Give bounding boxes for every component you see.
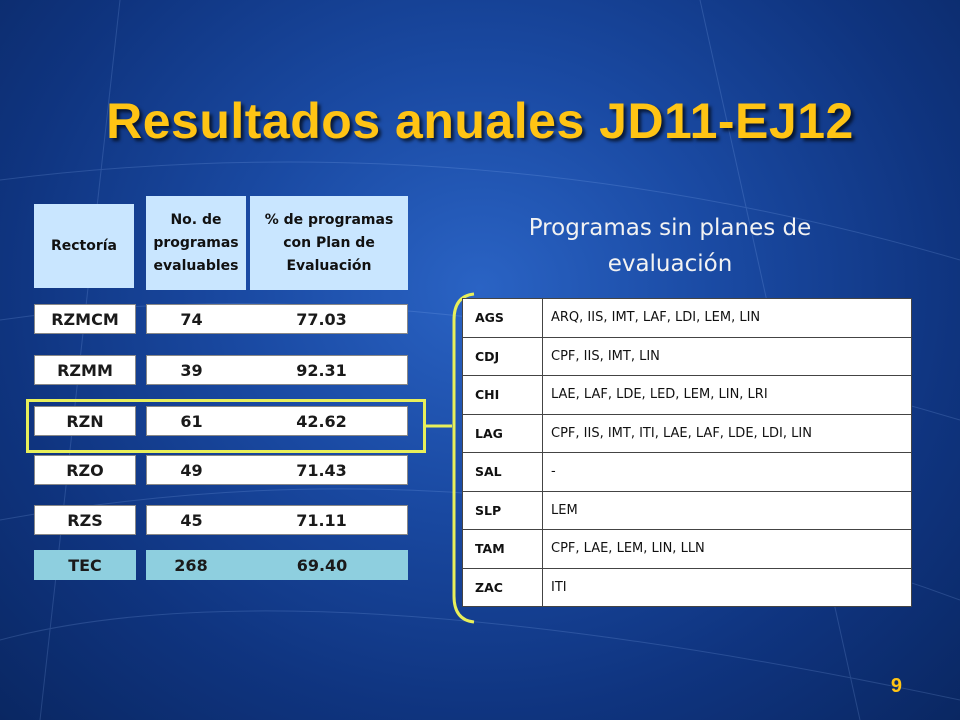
row-pct: 92.31 xyxy=(236,355,408,385)
campus-programs: CPF, IIS, IMT, ITI, LAE, LAF, LDE, LDI, … xyxy=(542,413,912,453)
row-name: RZN xyxy=(34,406,136,436)
header-rectoria: Rectoría xyxy=(34,204,134,288)
page-number: 9 xyxy=(890,675,902,697)
highlight-rectangle xyxy=(26,399,426,453)
table-row: SLP LEM xyxy=(462,490,912,530)
row-count: 49 xyxy=(146,455,236,485)
row-name: RZO xyxy=(34,455,136,485)
row-count: 39 xyxy=(146,355,236,385)
campus-code: CHI xyxy=(462,375,543,415)
campus-programs: LEM xyxy=(542,490,912,530)
table-row: LAG CPF, IIS, IMT, ITI, LAE, LAF, LDE, L… xyxy=(462,413,912,453)
header-porcentaje-label: % de programas con Plan de Evaluación xyxy=(264,211,394,274)
row-pct: 71.43 xyxy=(236,455,408,485)
campus-programs: ARQ, IIS, IMT, LAF, LDI, LEM, LIN xyxy=(542,298,912,338)
row-count: 74 xyxy=(146,304,236,334)
row-count: 61 xyxy=(146,406,236,436)
row-name: TEC xyxy=(34,550,136,580)
row-pct: 71.11 xyxy=(236,505,408,535)
campus-code: SLP xyxy=(462,490,543,530)
table-row: AGS ARQ, IIS, IMT, LAF, LDI, LEM, LIN xyxy=(462,298,912,338)
campus-programs: LAE, LAF, LDE, LED, LEM, LIN, LRI xyxy=(542,375,912,415)
campus-programs: - xyxy=(542,452,912,492)
programs-subtitle: Programas sin planes de evaluación xyxy=(528,215,812,277)
campus-programs: ITI xyxy=(542,567,912,607)
programs-table: AGS ARQ, IIS, IMT, LAF, LDI, LEM, LIN CD… xyxy=(462,298,912,607)
campus-code: TAM xyxy=(462,529,543,569)
campus-code: CDJ xyxy=(462,336,543,376)
campus-code: AGS xyxy=(462,298,543,338)
row-name: RZMM xyxy=(34,355,136,385)
header-porcentaje: % de programas con Plan de Evaluación xyxy=(250,196,408,290)
campus-programs: CPF, IIS, IMT, LIN xyxy=(542,336,912,376)
table-row: ZAC ITI xyxy=(462,567,912,607)
row-count: 45 xyxy=(146,505,236,535)
row-count: 268 xyxy=(146,550,236,580)
campus-code: SAL xyxy=(462,452,543,492)
campus-code: LAG xyxy=(462,413,543,453)
table-row: TAM CPF, LAE, LEM, LIN, LLN xyxy=(462,529,912,569)
row-pct: 77.03 xyxy=(236,304,408,334)
header-rectoria-label: Rectoría xyxy=(50,237,118,254)
row-pct: 69.40 xyxy=(236,550,408,580)
table-row: CHI LAE, LAF, LDE, LED, LEM, LIN, LRI xyxy=(462,375,912,415)
slide-title: Resultados anuales JD11-EJ12 xyxy=(106,93,854,149)
row-pct: 42.62 xyxy=(236,406,408,436)
campus-programs: CPF, LAE, LEM, LIN, LLN xyxy=(542,529,912,569)
table-row: SAL - xyxy=(462,452,912,492)
row-name: RZS xyxy=(34,505,136,535)
campus-code: ZAC xyxy=(462,567,543,607)
table-row: CDJ CPF, IIS, IMT, LIN xyxy=(462,336,912,376)
header-programas: No. de programas evaluables xyxy=(146,196,246,290)
row-name: RZMCM xyxy=(34,304,136,334)
header-programas-label: No. de programas evaluables xyxy=(153,211,239,274)
